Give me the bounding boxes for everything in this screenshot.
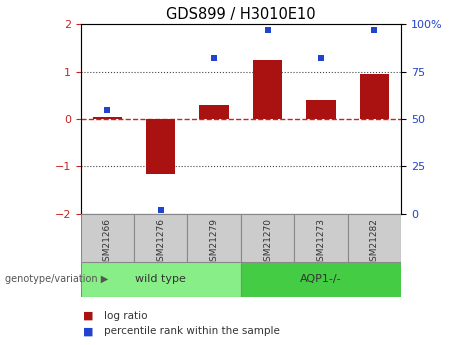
Text: percentile rank within the sample: percentile rank within the sample xyxy=(104,326,280,336)
Bar xyxy=(188,214,241,262)
Bar xyxy=(134,214,188,262)
Bar xyxy=(253,60,282,119)
Bar xyxy=(93,117,122,119)
Bar xyxy=(81,214,134,262)
Text: GSM21279: GSM21279 xyxy=(210,218,219,267)
Bar xyxy=(360,74,389,119)
Point xyxy=(317,56,325,61)
Text: GSM21266: GSM21266 xyxy=(103,218,112,267)
Bar xyxy=(241,262,401,297)
Text: genotype/variation ▶: genotype/variation ▶ xyxy=(5,275,108,284)
Bar xyxy=(241,214,294,262)
Text: GSM21270: GSM21270 xyxy=(263,218,272,267)
Point xyxy=(104,107,111,112)
Text: GSM21282: GSM21282 xyxy=(370,218,379,267)
Text: log ratio: log ratio xyxy=(104,311,147,321)
Bar xyxy=(306,100,336,119)
Text: wild type: wild type xyxy=(136,275,186,284)
Text: GSM21276: GSM21276 xyxy=(156,218,165,267)
Point xyxy=(371,27,378,32)
Bar xyxy=(294,214,348,262)
Point xyxy=(157,207,165,213)
Bar xyxy=(146,119,176,174)
Title: GDS899 / H3010E10: GDS899 / H3010E10 xyxy=(166,7,316,22)
Text: GSM21273: GSM21273 xyxy=(316,218,325,267)
Point xyxy=(264,27,271,32)
Text: ■: ■ xyxy=(83,311,94,321)
Point xyxy=(211,56,218,61)
Bar xyxy=(81,262,241,297)
Text: ■: ■ xyxy=(83,326,94,336)
Bar xyxy=(348,214,401,262)
Bar xyxy=(200,105,229,119)
Text: AQP1-/-: AQP1-/- xyxy=(300,275,342,284)
